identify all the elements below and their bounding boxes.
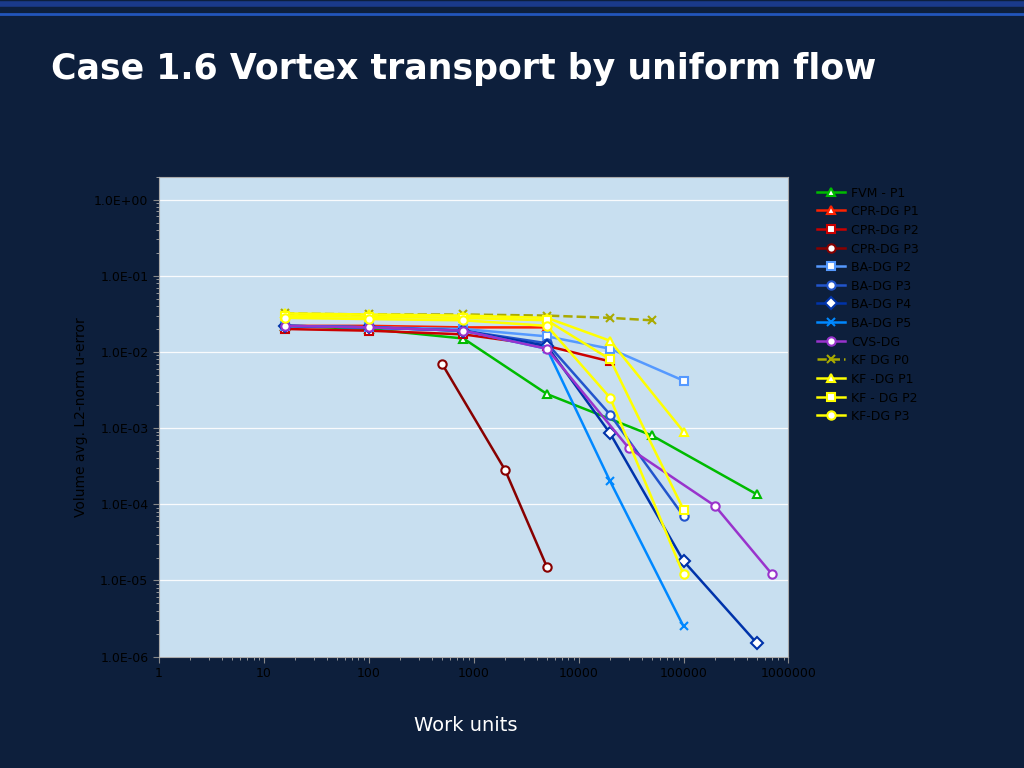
BA-DG P4 (678, 556, 690, 565)
BA-DG P4 (541, 341, 553, 350)
Legend: FVM - P1, CPR-DG P1, CPR-DG P2, CPR-DG P3, BA-DG P2, BA-DG P3, BA-DG P4, BA-DG P: FVM - P1, CPR-DG P1, CPR-DG P2, CPR-DG P… (814, 183, 923, 427)
BA-DG P5 (604, 477, 616, 486)
BA-DG P3 (678, 511, 690, 521)
KF -DG P1 (604, 336, 616, 346)
CVS-DG (766, 570, 778, 579)
BA-DG P4 (458, 326, 470, 336)
CVS-DG (458, 326, 470, 336)
KF - DG P2 (541, 316, 553, 325)
KF DG P0 (541, 311, 553, 320)
CPR-DG P2 (362, 326, 375, 336)
BA-DG P3 (458, 326, 470, 336)
CVS-DG (541, 344, 553, 353)
Line: KF DG P0: KF DG P0 (281, 310, 656, 325)
BA-DG P3 (541, 339, 553, 348)
BA-DG P5 (541, 344, 553, 353)
CVS-DG (623, 443, 635, 452)
Line: BA-DG P5: BA-DG P5 (281, 322, 688, 631)
KF-DG P3 (362, 314, 375, 323)
BA-DG P3 (362, 323, 375, 332)
KF - DG P2 (458, 313, 470, 323)
KF DG P0 (362, 310, 375, 319)
KF-DG P3 (604, 393, 616, 402)
BA-DG P4 (279, 321, 291, 330)
BA-DG P4 (751, 639, 763, 648)
FVM - P1 (751, 490, 763, 499)
Y-axis label: Volume avg. L2-norm u-error: Volume avg. L2-norm u-error (75, 316, 88, 517)
CPR-DG P2 (458, 329, 470, 339)
KF DG P0 (604, 313, 616, 323)
CPR-DG P2 (279, 324, 291, 333)
KF - DG P2 (604, 355, 616, 364)
BA-DG P2 (541, 332, 553, 341)
BA-DG P3 (604, 410, 616, 419)
Line: CPR-DG P3: CPR-DG P3 (438, 359, 551, 571)
Line: BA-DG P2: BA-DG P2 (281, 322, 688, 385)
FVM - P1 (279, 321, 291, 330)
CPR-DG P2 (604, 357, 616, 366)
Line: KF -DG P1: KF -DG P1 (281, 310, 688, 435)
CPR-DG P1 (362, 321, 375, 330)
KF -DG P1 (279, 309, 291, 318)
BA-DG P2 (362, 323, 375, 332)
CPR-DG P1 (458, 323, 470, 332)
KF-DG P3 (541, 321, 553, 330)
KF-DG P3 (678, 570, 690, 579)
KF -DG P1 (541, 313, 553, 323)
KF-DG P3 (279, 313, 291, 323)
KF DG P0 (279, 309, 291, 318)
Line: CPR-DG P1: CPR-DG P1 (281, 322, 551, 332)
FVM - P1 (646, 431, 658, 440)
Line: CVS-DG: CVS-DG (281, 322, 776, 578)
BA-DG P2 (604, 344, 616, 353)
CVS-DG (709, 502, 721, 511)
CPR-DG P3 (436, 359, 449, 369)
Line: BA-DG P4: BA-DG P4 (281, 322, 761, 647)
FVM - P1 (362, 324, 375, 333)
CPR-DG P3 (541, 562, 553, 571)
Line: KF - DG P2: KF - DG P2 (281, 311, 688, 514)
KF DG P0 (458, 310, 470, 319)
BA-DG P4 (604, 429, 616, 438)
BA-DG P3 (279, 321, 291, 330)
FVM - P1 (541, 389, 553, 399)
BA-DG P5 (678, 622, 690, 631)
CPR-DG P1 (279, 321, 291, 330)
FVM - P1 (458, 334, 470, 343)
Line: KF-DG P3: KF-DG P3 (281, 313, 688, 578)
KF-DG P3 (458, 316, 470, 325)
CPR-DG P2 (541, 341, 553, 350)
KF -DG P1 (362, 310, 375, 319)
BA-DG P5 (458, 326, 470, 336)
KF - DG P2 (279, 311, 291, 320)
Line: BA-DG P3: BA-DG P3 (281, 322, 688, 520)
BA-DG P2 (279, 321, 291, 330)
Text: Case 1.6 Vortex transport by uniform flow: Case 1.6 Vortex transport by uniform flo… (51, 52, 877, 86)
BA-DG P5 (279, 321, 291, 330)
Text: Work units: Work units (414, 717, 518, 735)
KF -DG P1 (458, 311, 470, 320)
BA-DG P2 (678, 376, 690, 386)
CVS-DG (279, 321, 291, 330)
BA-DG P5 (362, 323, 375, 332)
KF - DG P2 (678, 505, 690, 515)
KF - DG P2 (362, 312, 375, 321)
Line: FVM - P1: FVM - P1 (281, 322, 761, 498)
BA-DG P2 (458, 324, 470, 333)
CPR-DG P1 (541, 323, 553, 332)
KF DG P0 (646, 316, 658, 325)
Line: CPR-DG P2: CPR-DG P2 (281, 325, 614, 366)
BA-DG P4 (362, 323, 375, 332)
KF -DG P1 (678, 427, 690, 436)
CVS-DG (362, 323, 375, 332)
CPR-DG P3 (499, 465, 511, 475)
